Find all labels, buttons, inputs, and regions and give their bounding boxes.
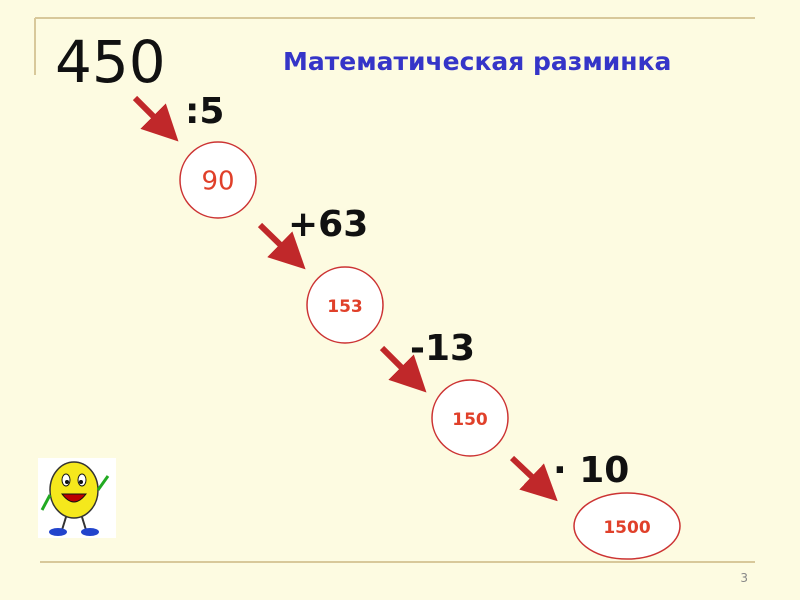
operation: +63 [288,204,368,245]
smiley-icon [38,458,116,538]
result-circle [573,492,681,560]
result: 150 [452,410,488,430]
arrow [132,95,179,142]
title: Математическая разминка [283,47,671,76]
operation: :5 [185,91,224,132]
arrows [132,95,558,502]
result-circle [306,266,384,344]
arrow [379,345,427,393]
result: 153 [327,297,363,317]
operation: · 10 [553,450,629,491]
result-circle [431,379,509,457]
arrow [257,222,306,270]
result: 90 [201,167,234,197]
result: 1500 [603,518,650,538]
result-circle [179,141,257,219]
operation: -13 [410,328,475,369]
arrow [509,455,558,502]
start-number: 450 [55,28,166,96]
page-number: 3 [740,571,748,585]
